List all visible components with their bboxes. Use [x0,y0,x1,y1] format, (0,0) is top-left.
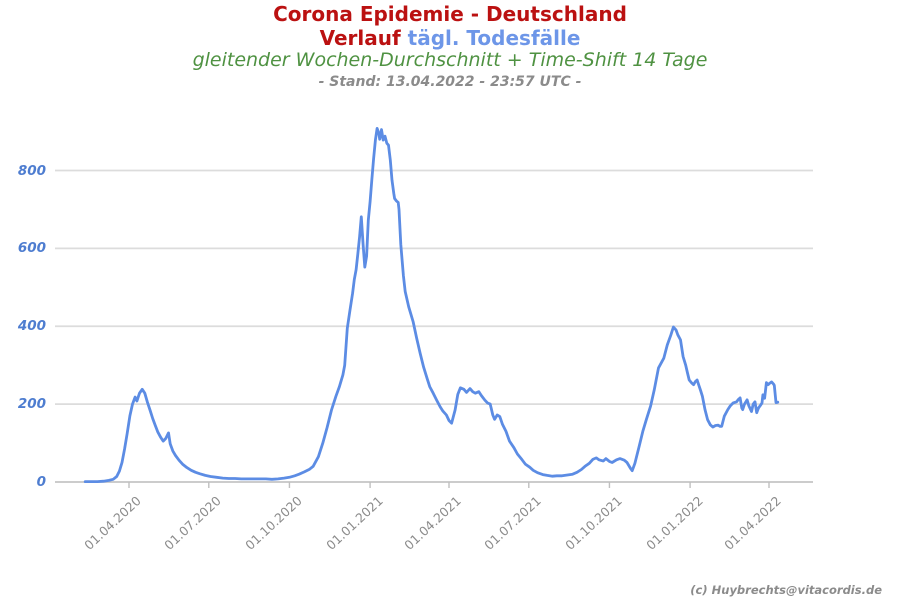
chart-title: Corona Epidemie - Deutschland [273,2,627,26]
deaths-line-series [83,126,780,484]
y-axis-label: 400 [17,318,46,335]
y-axis-label: 200 [17,396,46,413]
copyright-text: (c) Huybrechts@vitacordis.de [690,583,882,597]
chart-subtitle: Verlauf tägl. Todesfälle [0,26,900,50]
chart-subtitle-todesfaelle: tägl. Todesfälle [407,26,581,50]
chart-method-subtitle: gleitender Wochen-Durchschnitt + Time-Sh… [192,49,708,71]
y-axis-label: 0 [36,474,46,490]
chart-stand-line: - Stand: 13.04.2022 - 23:57 UTC - [318,74,582,90]
chart-subtitle-verlauf: Verlauf [319,26,401,50]
y-axis-label: 600 [17,240,46,257]
y-axis-label: 800 [17,162,46,179]
